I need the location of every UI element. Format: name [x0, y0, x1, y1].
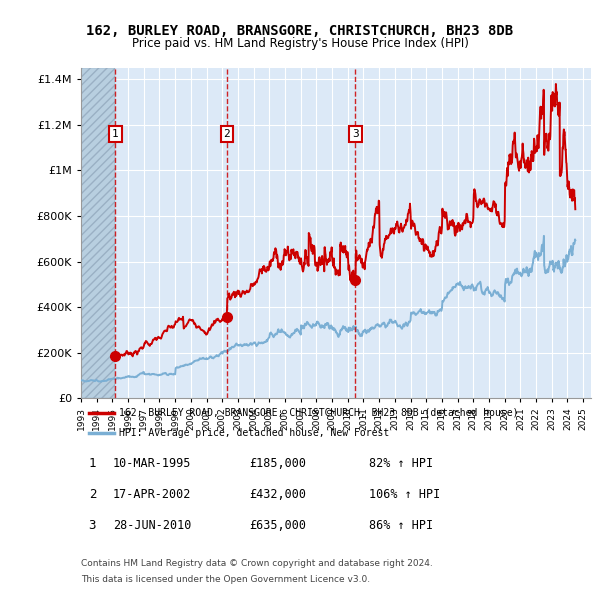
- Text: 162, BURLEY ROAD, BRANSGORE, CHRISTCHURCH, BH23 8DB (detached house): 162, BURLEY ROAD, BRANSGORE, CHRISTCHURC…: [119, 408, 519, 418]
- Text: Price paid vs. HM Land Registry's House Price Index (HPI): Price paid vs. HM Land Registry's House …: [131, 37, 469, 50]
- Text: 86% ↑ HPI: 86% ↑ HPI: [369, 519, 433, 532]
- Text: 17-APR-2002: 17-APR-2002: [113, 488, 191, 501]
- Text: 82% ↑ HPI: 82% ↑ HPI: [369, 457, 433, 470]
- Text: Contains HM Land Registry data © Crown copyright and database right 2024.: Contains HM Land Registry data © Crown c…: [81, 559, 433, 568]
- Text: £635,000: £635,000: [249, 519, 306, 532]
- Text: 2: 2: [223, 129, 230, 139]
- Text: 162, BURLEY ROAD, BRANSGORE, CHRISTCHURCH, BH23 8DB: 162, BURLEY ROAD, BRANSGORE, CHRISTCHURC…: [86, 24, 514, 38]
- Text: 2: 2: [89, 488, 96, 501]
- Text: 3: 3: [89, 519, 96, 532]
- Text: HPI: Average price, detached house, New Forest: HPI: Average price, detached house, New …: [119, 428, 389, 438]
- Text: 28-JUN-2010: 28-JUN-2010: [113, 519, 191, 532]
- Text: £432,000: £432,000: [249, 488, 306, 501]
- Text: 10-MAR-1995: 10-MAR-1995: [113, 457, 191, 470]
- Text: 1: 1: [112, 129, 119, 139]
- Bar: [81, 68, 115, 398]
- Text: £185,000: £185,000: [249, 457, 306, 470]
- Text: 3: 3: [352, 129, 359, 139]
- Text: 106% ↑ HPI: 106% ↑ HPI: [369, 488, 440, 501]
- Text: This data is licensed under the Open Government Licence v3.0.: This data is licensed under the Open Gov…: [81, 575, 370, 584]
- Text: 1: 1: [89, 457, 96, 470]
